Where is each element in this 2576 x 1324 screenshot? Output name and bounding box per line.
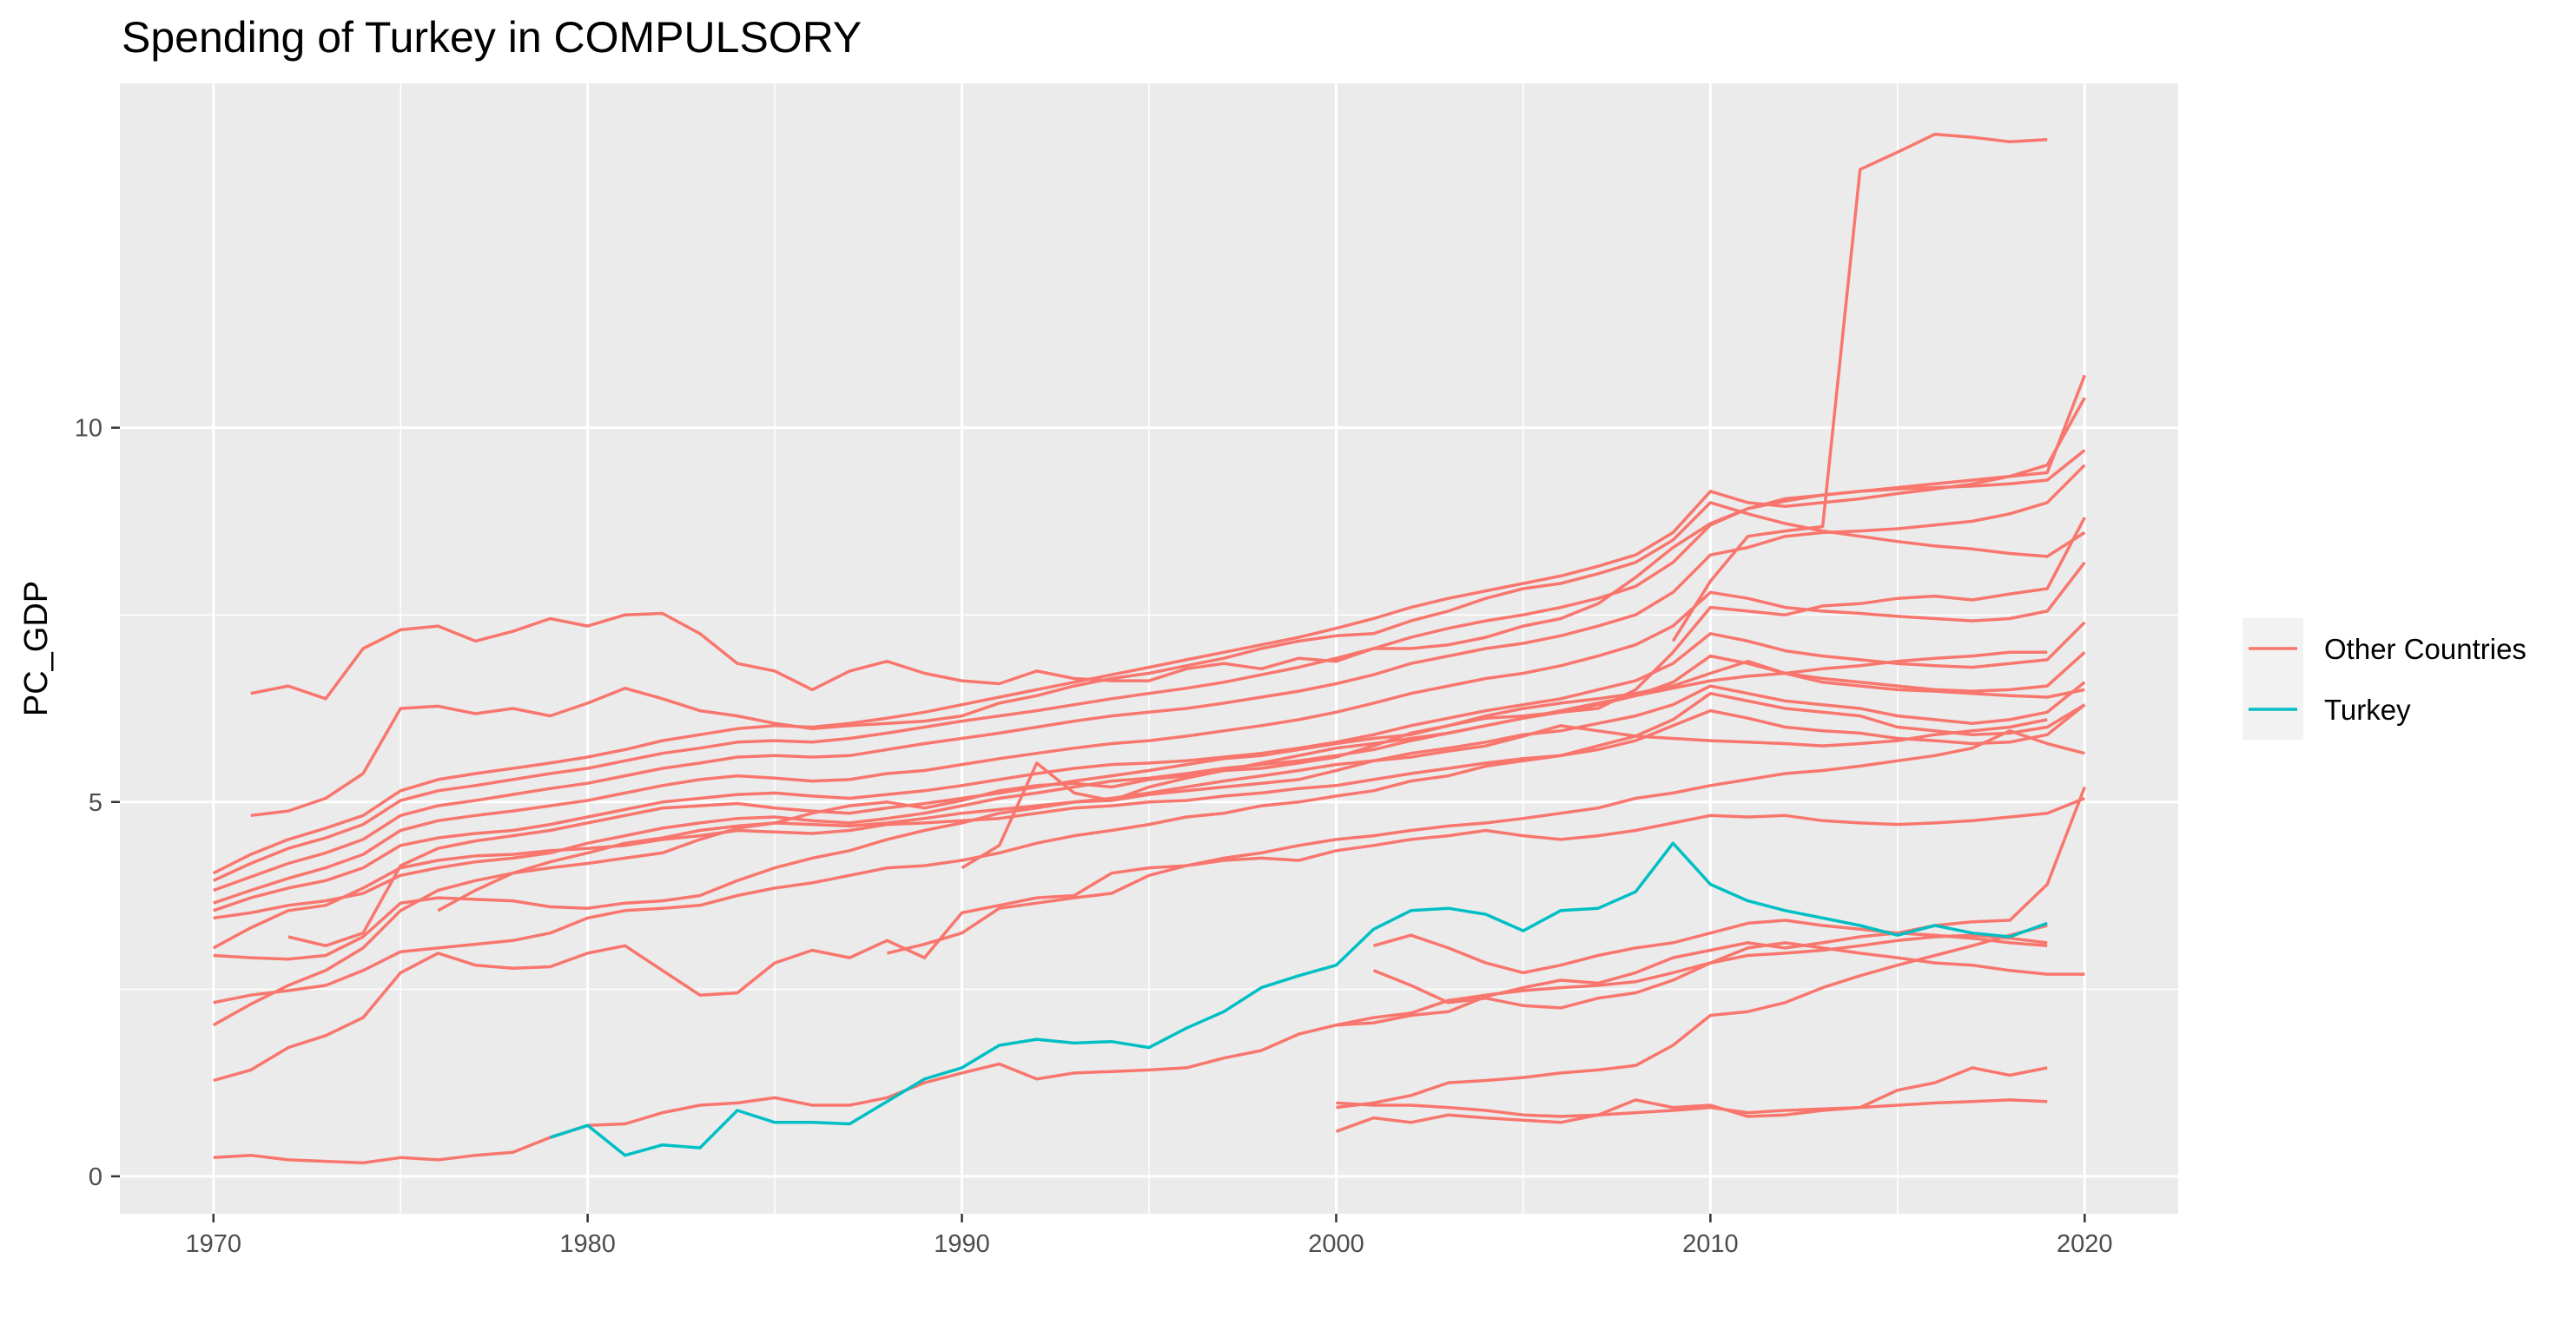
other-country-line [213,464,2086,893]
minor-gridlines [120,83,2178,1214]
y-tick-label: 0 [89,1163,102,1191]
other-country-line [213,561,2086,905]
legend: Other Countries Turkey [2242,618,2526,740]
y-tick-label: 5 [89,789,102,817]
legend-label-turkey: Turkey [2324,694,2411,726]
x-tick-label: 1970 [185,1230,241,1258]
y-axis-title: PC_GDP [18,581,55,716]
x-tick-label: 1980 [559,1230,616,1258]
other-country-line [1671,132,2048,642]
x-tick-label: 2020 [2057,1230,2113,1258]
other-country-line [961,650,2048,870]
x-tick-label: 2010 [1682,1230,1739,1258]
other-country-line [1336,1098,2048,1118]
y-axis: 0 5 10 [75,415,120,1191]
chart-title: Spending of Turkey in COMPULSORY [122,13,862,62]
other-country-line [213,691,2086,1005]
turkey-line [549,841,2048,1157]
other-country-line [212,703,2086,950]
other-country-line [1336,924,2048,1110]
other-country-line [437,718,2048,912]
other-country-line [213,786,2086,1165]
legend-label-other-countries: Other Countries [2324,633,2526,665]
x-tick-label: 2000 [1308,1230,1364,1258]
other-country-line [1372,941,2085,1010]
other-country-line [213,796,2085,1083]
other-country-line [1373,919,2048,975]
x-axis: 1970 1980 1990 2000 2010 2020 [185,1214,2113,1258]
other-country-line [250,501,2086,818]
other-country-line [1335,1066,2048,1133]
y-tick-label: 10 [75,415,102,443]
x-tick-label: 1990 [934,1230,990,1258]
other-countries-lines [212,132,2086,1165]
turkey-line-group [549,841,2048,1157]
other-country-line [886,729,2085,955]
other-country-line [1336,933,2048,1027]
other-country-line [213,621,2086,912]
other-country-line [250,374,2086,701]
